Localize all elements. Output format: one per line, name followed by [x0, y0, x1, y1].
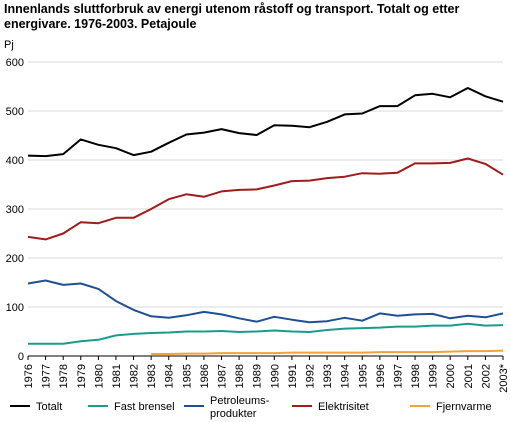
legend-label: Elektrisitet — [318, 401, 369, 413]
x-tick-label: 1985 — [181, 364, 193, 388]
y-tick-label: 200 — [6, 253, 24, 265]
x-tick-label: 1980 — [93, 364, 105, 388]
series-line-fjernvarme — [151, 349, 504, 355]
x-tick-label: 2001 — [463, 364, 475, 388]
y-tick-label: 300 — [6, 204, 24, 216]
x-tick-label: 1992 — [304, 364, 316, 388]
y-tick-label: 100 — [6, 302, 24, 314]
x-tick-label: 2002 — [480, 364, 492, 388]
y-tick-label: 600 — [6, 57, 24, 69]
x-tick-label: 2003* — [498, 363, 510, 392]
x-tick-label: 1996 — [375, 364, 387, 388]
legend-label: Totalt — [36, 401, 62, 413]
x-tick-label: 1976 — [23, 364, 35, 388]
x-tick-label: 1987 — [217, 364, 229, 388]
series-line-totalt — [27, 87, 504, 158]
legend-label: Fjernvarme — [436, 401, 492, 413]
series-line-fast-brensel — [28, 322, 504, 345]
y-tick-label: 500 — [6, 106, 24, 118]
x-tick-label: 1984 — [164, 364, 176, 388]
series-line-petroleums-produkter — [27, 279, 504, 324]
x-tick-label: 1979 — [76, 364, 88, 388]
x-tick-label: 1989 — [252, 364, 264, 388]
x-tick-label: 1983 — [146, 364, 158, 388]
x-tick-label: 1994 — [340, 364, 352, 388]
x-tick-label: 1977 — [41, 364, 53, 388]
y-tick-label: 400 — [6, 155, 24, 167]
y-axis-label: Pj — [4, 39, 14, 51]
x-tick-label: 1993 — [322, 364, 334, 388]
x-tick-label: 1982 — [129, 364, 141, 388]
x-tick-label: 1995 — [357, 364, 369, 388]
x-tick-label: 1991 — [287, 364, 299, 388]
x-tick-label: 2000 — [445, 364, 457, 388]
chart-title: Innenlands sluttforbruk av energi utenom… — [4, 2, 460, 31]
x-tick-label: 1988 — [234, 364, 246, 388]
x-tick-label: 1990 — [269, 364, 281, 388]
legend-label: Fast brensel — [114, 401, 175, 413]
y-tick-label: 0 — [18, 351, 24, 363]
legend-label: Petroleums-produkter — [210, 395, 270, 420]
series-line-elektrisitet — [27, 157, 504, 241]
x-tick-label: 1997 — [392, 364, 404, 388]
x-tick-label: 1986 — [199, 364, 211, 388]
x-tick-label: 1998 — [410, 364, 422, 388]
x-tick-label: 1981 — [111, 364, 123, 388]
x-tick-label: 1999 — [428, 364, 440, 388]
x-tick-label: 1978 — [58, 364, 70, 388]
